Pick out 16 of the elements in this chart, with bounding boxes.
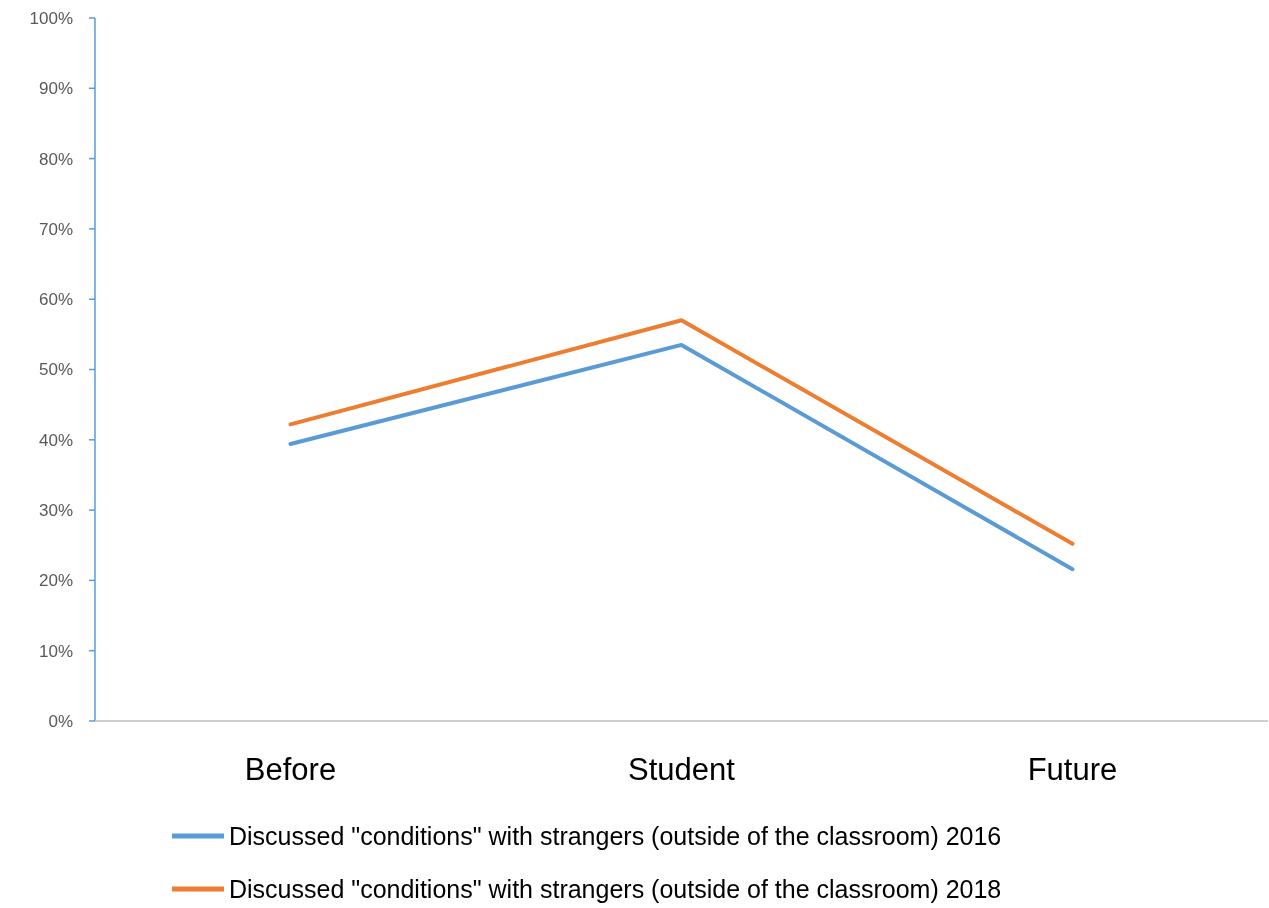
- x-tick-label: Future: [1027, 752, 1118, 787]
- y-tick-label: 20%: [38, 571, 73, 591]
- y-tick-label: 10%: [38, 641, 73, 661]
- y-tick-label: 90%: [38, 79, 73, 99]
- x-tick-label: Student: [628, 752, 736, 787]
- y-tick-label: 70%: [38, 219, 73, 239]
- y-tick-label: 0%: [48, 711, 73, 731]
- legend-label: Discussed "conditions" with strangers (outside of the classroom) 2018: [229, 874, 1002, 903]
- y-tick-label: 80%: [38, 149, 73, 169]
- y-tick-label: 50%: [38, 360, 73, 380]
- y-tick-label: 30%: [38, 501, 73, 521]
- y-tick-label: 100%: [29, 8, 73, 28]
- y-tick-label: 40%: [38, 430, 73, 450]
- x-tick-label: Before: [244, 752, 337, 787]
- y-tick-label: 60%: [38, 290, 73, 310]
- legend-label: Discussed "conditions" with strangers (outside of the classroom) 2016: [229, 821, 1002, 850]
